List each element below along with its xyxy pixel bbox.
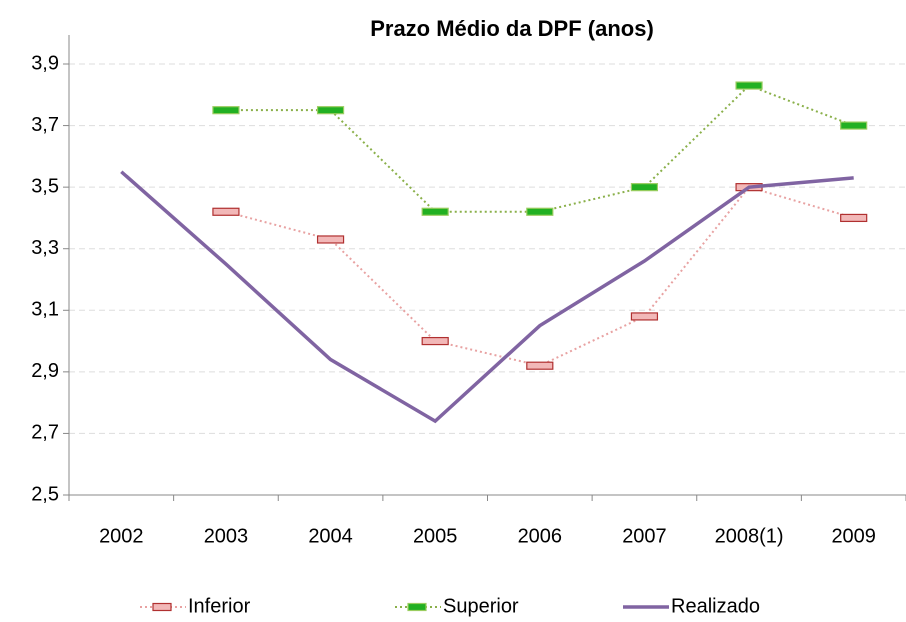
marker <box>421 336 449 346</box>
y-tick-label: 3,7 <box>31 114 59 136</box>
marker <box>735 81 763 90</box>
y-tick-label: 2,5 <box>31 483 59 505</box>
x-tick-label: 2007 <box>622 525 667 547</box>
marker <box>630 312 659 321</box>
y-tick-label: 2,7 <box>31 422 59 444</box>
y-tick-label: 2,9 <box>31 360 59 382</box>
marker <box>630 183 659 192</box>
legend-label: Inferior <box>188 595 251 617</box>
marker <box>421 207 449 216</box>
y-tick-label: 3,5 <box>31 175 59 197</box>
marker <box>840 121 868 130</box>
marker <box>212 207 240 216</box>
y-tick-label: 3,1 <box>31 299 59 321</box>
marker <box>526 361 554 370</box>
legend-marker <box>152 602 172 612</box>
marker <box>840 213 868 223</box>
x-tick-label: 2004 <box>308 525 353 547</box>
x-tick-label: 2003 <box>204 525 249 547</box>
chart-title: Prazo Médio da DPF (anos) <box>370 16 654 41</box>
x-tick-label: 2009 <box>831 525 876 547</box>
series-line <box>225 84 855 213</box>
marker <box>526 207 554 216</box>
marker <box>212 106 240 115</box>
legend-label: Realizado <box>671 595 760 617</box>
marker <box>316 106 345 115</box>
marker <box>316 235 345 244</box>
series-line <box>120 170 854 424</box>
x-tick-label: 2006 <box>518 525 563 547</box>
legend-marker <box>407 602 427 612</box>
x-tick-label: 2005 <box>413 525 458 547</box>
x-tick-label: 2002 <box>99 525 144 547</box>
x-tick-label: 2008(1) <box>715 525 784 547</box>
y-tick-label: 3,9 <box>31 52 59 74</box>
legend-label: Superior <box>443 595 519 617</box>
y-tick-label: 3,3 <box>31 237 59 259</box>
